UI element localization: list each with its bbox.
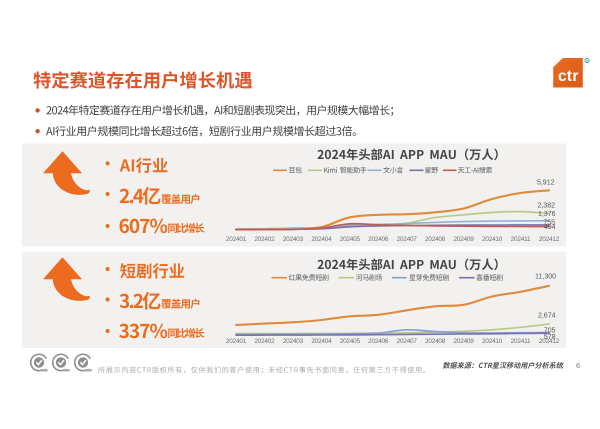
svg-text:202409: 202409 (454, 236, 475, 243)
svg-text:202403: 202403 (283, 236, 304, 243)
svg-text:202404: 202404 (311, 236, 332, 243)
svg-text:5,912: 5,912 (537, 180, 555, 187)
svg-text:R: R (586, 59, 589, 63)
svg-text:ctr: ctr (558, 68, 579, 85)
svg-text:494: 494 (544, 224, 556, 231)
svg-text:202411: 202411 (511, 338, 531, 345)
svg-text:202407: 202407 (397, 236, 418, 243)
svg-text:202406: 202406 (368, 236, 389, 243)
svg-text:705: 705 (544, 327, 556, 334)
svg-text:202405: 202405 (340, 338, 361, 345)
svg-text:202409: 202409 (454, 338, 475, 345)
svg-text:202407: 202407 (397, 338, 418, 345)
svg-text:202412: 202412 (539, 236, 560, 243)
svg-text:2,674: 2,674 (538, 313, 556, 320)
svg-text:202401: 202401 (226, 236, 247, 243)
svg-text:11,300: 11,300 (535, 274, 556, 281)
svg-text:202402: 202402 (254, 236, 275, 243)
svg-text:202405: 202405 (340, 236, 361, 243)
svg-text:1,376: 1,376 (538, 211, 556, 218)
svg-text:202412: 202412 (539, 338, 560, 345)
svg-text:202408: 202408 (425, 236, 446, 243)
svg-text:202411: 202411 (511, 236, 531, 243)
svg-text:202410: 202410 (482, 338, 503, 345)
svg-text:202410: 202410 (482, 236, 503, 243)
svg-text:202403: 202403 (283, 338, 304, 345)
svg-text:578: 578 (544, 334, 556, 341)
svg-text:202402: 202402 (254, 338, 275, 345)
svg-text:202406: 202406 (368, 338, 389, 345)
svg-text:202404: 202404 (311, 338, 332, 345)
svg-text:202408: 202408 (425, 338, 446, 345)
svg-text:202401: 202401 (226, 338, 247, 345)
svg-text:755: 755 (543, 219, 555, 226)
svg-text:2,382: 2,382 (537, 203, 555, 210)
svg-text:6: 6 (576, 361, 580, 370)
